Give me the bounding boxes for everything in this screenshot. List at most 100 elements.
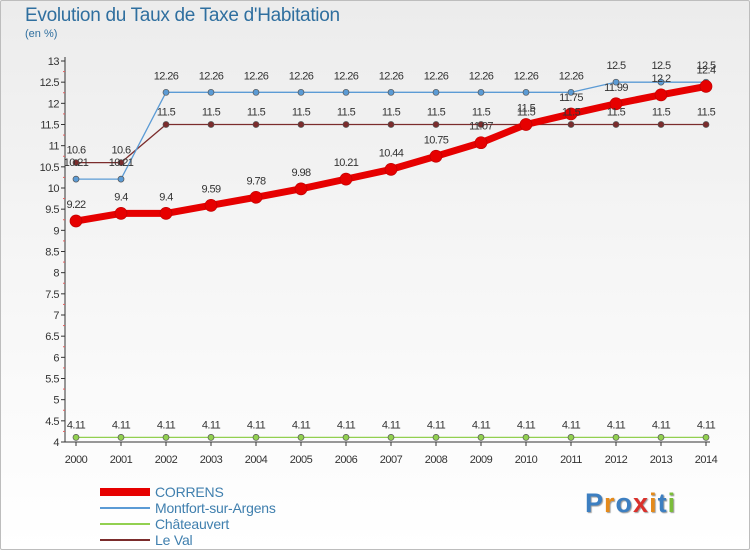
data-point — [162, 88, 170, 96]
data-label: 11.5 — [157, 107, 176, 119]
x-tick-label: 2001 — [110, 454, 133, 466]
data-point — [432, 433, 440, 441]
logo-letter: r — [604, 488, 616, 518]
data-label: 11.5 — [517, 103, 536, 115]
data-label: 10.21 — [64, 157, 89, 169]
y-tick-label: 5 — [53, 395, 59, 407]
y-tick-label: 13 — [48, 56, 60, 68]
logo-letter: o — [615, 488, 634, 518]
chart-title: Evolution du Taux de Taxe d'Habitation — [25, 5, 340, 26]
data-point — [474, 136, 488, 150]
data-point — [477, 121, 485, 128]
data-point — [609, 97, 623, 111]
data-label: 4.11 — [112, 419, 131, 431]
y-tick-label: 7 — [53, 310, 59, 322]
data-label: 12.2 — [651, 73, 670, 85]
data-point — [477, 433, 485, 441]
y-axis-unit: (en %) — [25, 28, 58, 40]
data-point — [72, 175, 80, 183]
data-label: 11.75 — [559, 92, 583, 104]
data-label: 12.26 — [559, 70, 584, 82]
data-label: 9.78 — [246, 175, 265, 187]
x-tick-label: 2007 — [380, 454, 403, 466]
data-point — [432, 88, 440, 96]
data-point — [387, 433, 395, 441]
data-point — [342, 433, 350, 441]
data-label: 4.11 — [247, 419, 266, 431]
y-tick-label: 7.5 — [45, 289, 59, 301]
data-point — [654, 88, 668, 102]
data-label: 12.26 — [514, 70, 539, 82]
data-label: 12.26 — [379, 70, 404, 82]
x-tick-label: 2012 — [605, 454, 628, 466]
data-point — [612, 433, 620, 441]
data-point — [69, 214, 83, 228]
data-label: 4.11 — [67, 419, 86, 431]
data-label: 4.11 — [157, 419, 176, 431]
data-point — [612, 121, 620, 128]
y-tick-label: 9.5 — [45, 204, 59, 216]
legend-label: Châteauvert — [155, 516, 230, 532]
data-point — [297, 433, 305, 441]
data-point — [207, 121, 215, 128]
x-tick-label: 2000 — [65, 454, 88, 466]
y-tick-label: 10.5 — [40, 162, 60, 174]
data-point — [207, 433, 215, 441]
data-label: 4.11 — [337, 419, 356, 431]
y-tick-label: 5.5 — [45, 374, 59, 386]
data-label: 12.4 — [696, 64, 715, 76]
x-tick-label: 2003 — [200, 454, 223, 466]
data-point — [702, 121, 710, 128]
data-point — [429, 149, 443, 163]
data-label: 9.4 — [159, 191, 173, 203]
data-point — [339, 172, 353, 186]
data-label: 12.26 — [244, 70, 269, 82]
data-label: 12.26 — [334, 70, 359, 82]
data-point — [657, 121, 665, 128]
data-label: 10.21 — [109, 157, 134, 169]
data-label: 10.6 — [111, 145, 130, 157]
legend-swatch — [100, 523, 150, 525]
data-point — [387, 121, 395, 128]
data-point — [567, 121, 575, 128]
data-point — [252, 121, 260, 128]
data-point — [567, 433, 575, 441]
y-tick-label: 8.5 — [45, 247, 59, 259]
data-point — [204, 199, 218, 212]
data-label: 4.11 — [382, 419, 401, 431]
data-label: 12.26 — [154, 70, 179, 82]
legend-swatch — [100, 488, 150, 496]
data-point — [294, 182, 308, 196]
data-label: 9.98 — [291, 167, 310, 179]
legend-label: Le Val — [155, 532, 193, 548]
data-label: 11.5 — [247, 107, 266, 119]
data-label: 11.07 — [469, 121, 493, 133]
x-tick-label: 2008 — [425, 454, 448, 466]
data-label: 10.21 — [334, 157, 359, 169]
data-label: 11.5 — [427, 107, 446, 119]
x-tick-label: 2006 — [335, 454, 358, 466]
logo-letter: x — [633, 488, 650, 518]
data-point — [657, 433, 665, 441]
data-point — [519, 118, 533, 131]
data-point — [522, 433, 530, 441]
data-label: 11.5 — [607, 107, 626, 119]
x-tick-label: 2011 — [560, 454, 582, 466]
data-point — [249, 190, 263, 204]
data-label: 9.4 — [114, 191, 128, 203]
data-point — [522, 88, 530, 96]
data-label: 4.11 — [427, 419, 446, 431]
logo-letter: P — [585, 488, 605, 518]
data-label: 4.11 — [472, 419, 491, 431]
y-tick-label: 12 — [48, 98, 60, 110]
data-label: 9.59 — [201, 183, 220, 195]
data-label: 10.44 — [379, 147, 404, 159]
data-point — [159, 207, 173, 220]
data-point — [702, 433, 710, 441]
data-point — [657, 78, 665, 86]
logo-letter: i — [649, 488, 658, 518]
data-label: 9.22 — [66, 199, 85, 211]
data-label: 12.26 — [199, 70, 224, 82]
x-tick-label: 2013 — [650, 454, 673, 466]
data-label: 11.5 — [517, 107, 536, 119]
